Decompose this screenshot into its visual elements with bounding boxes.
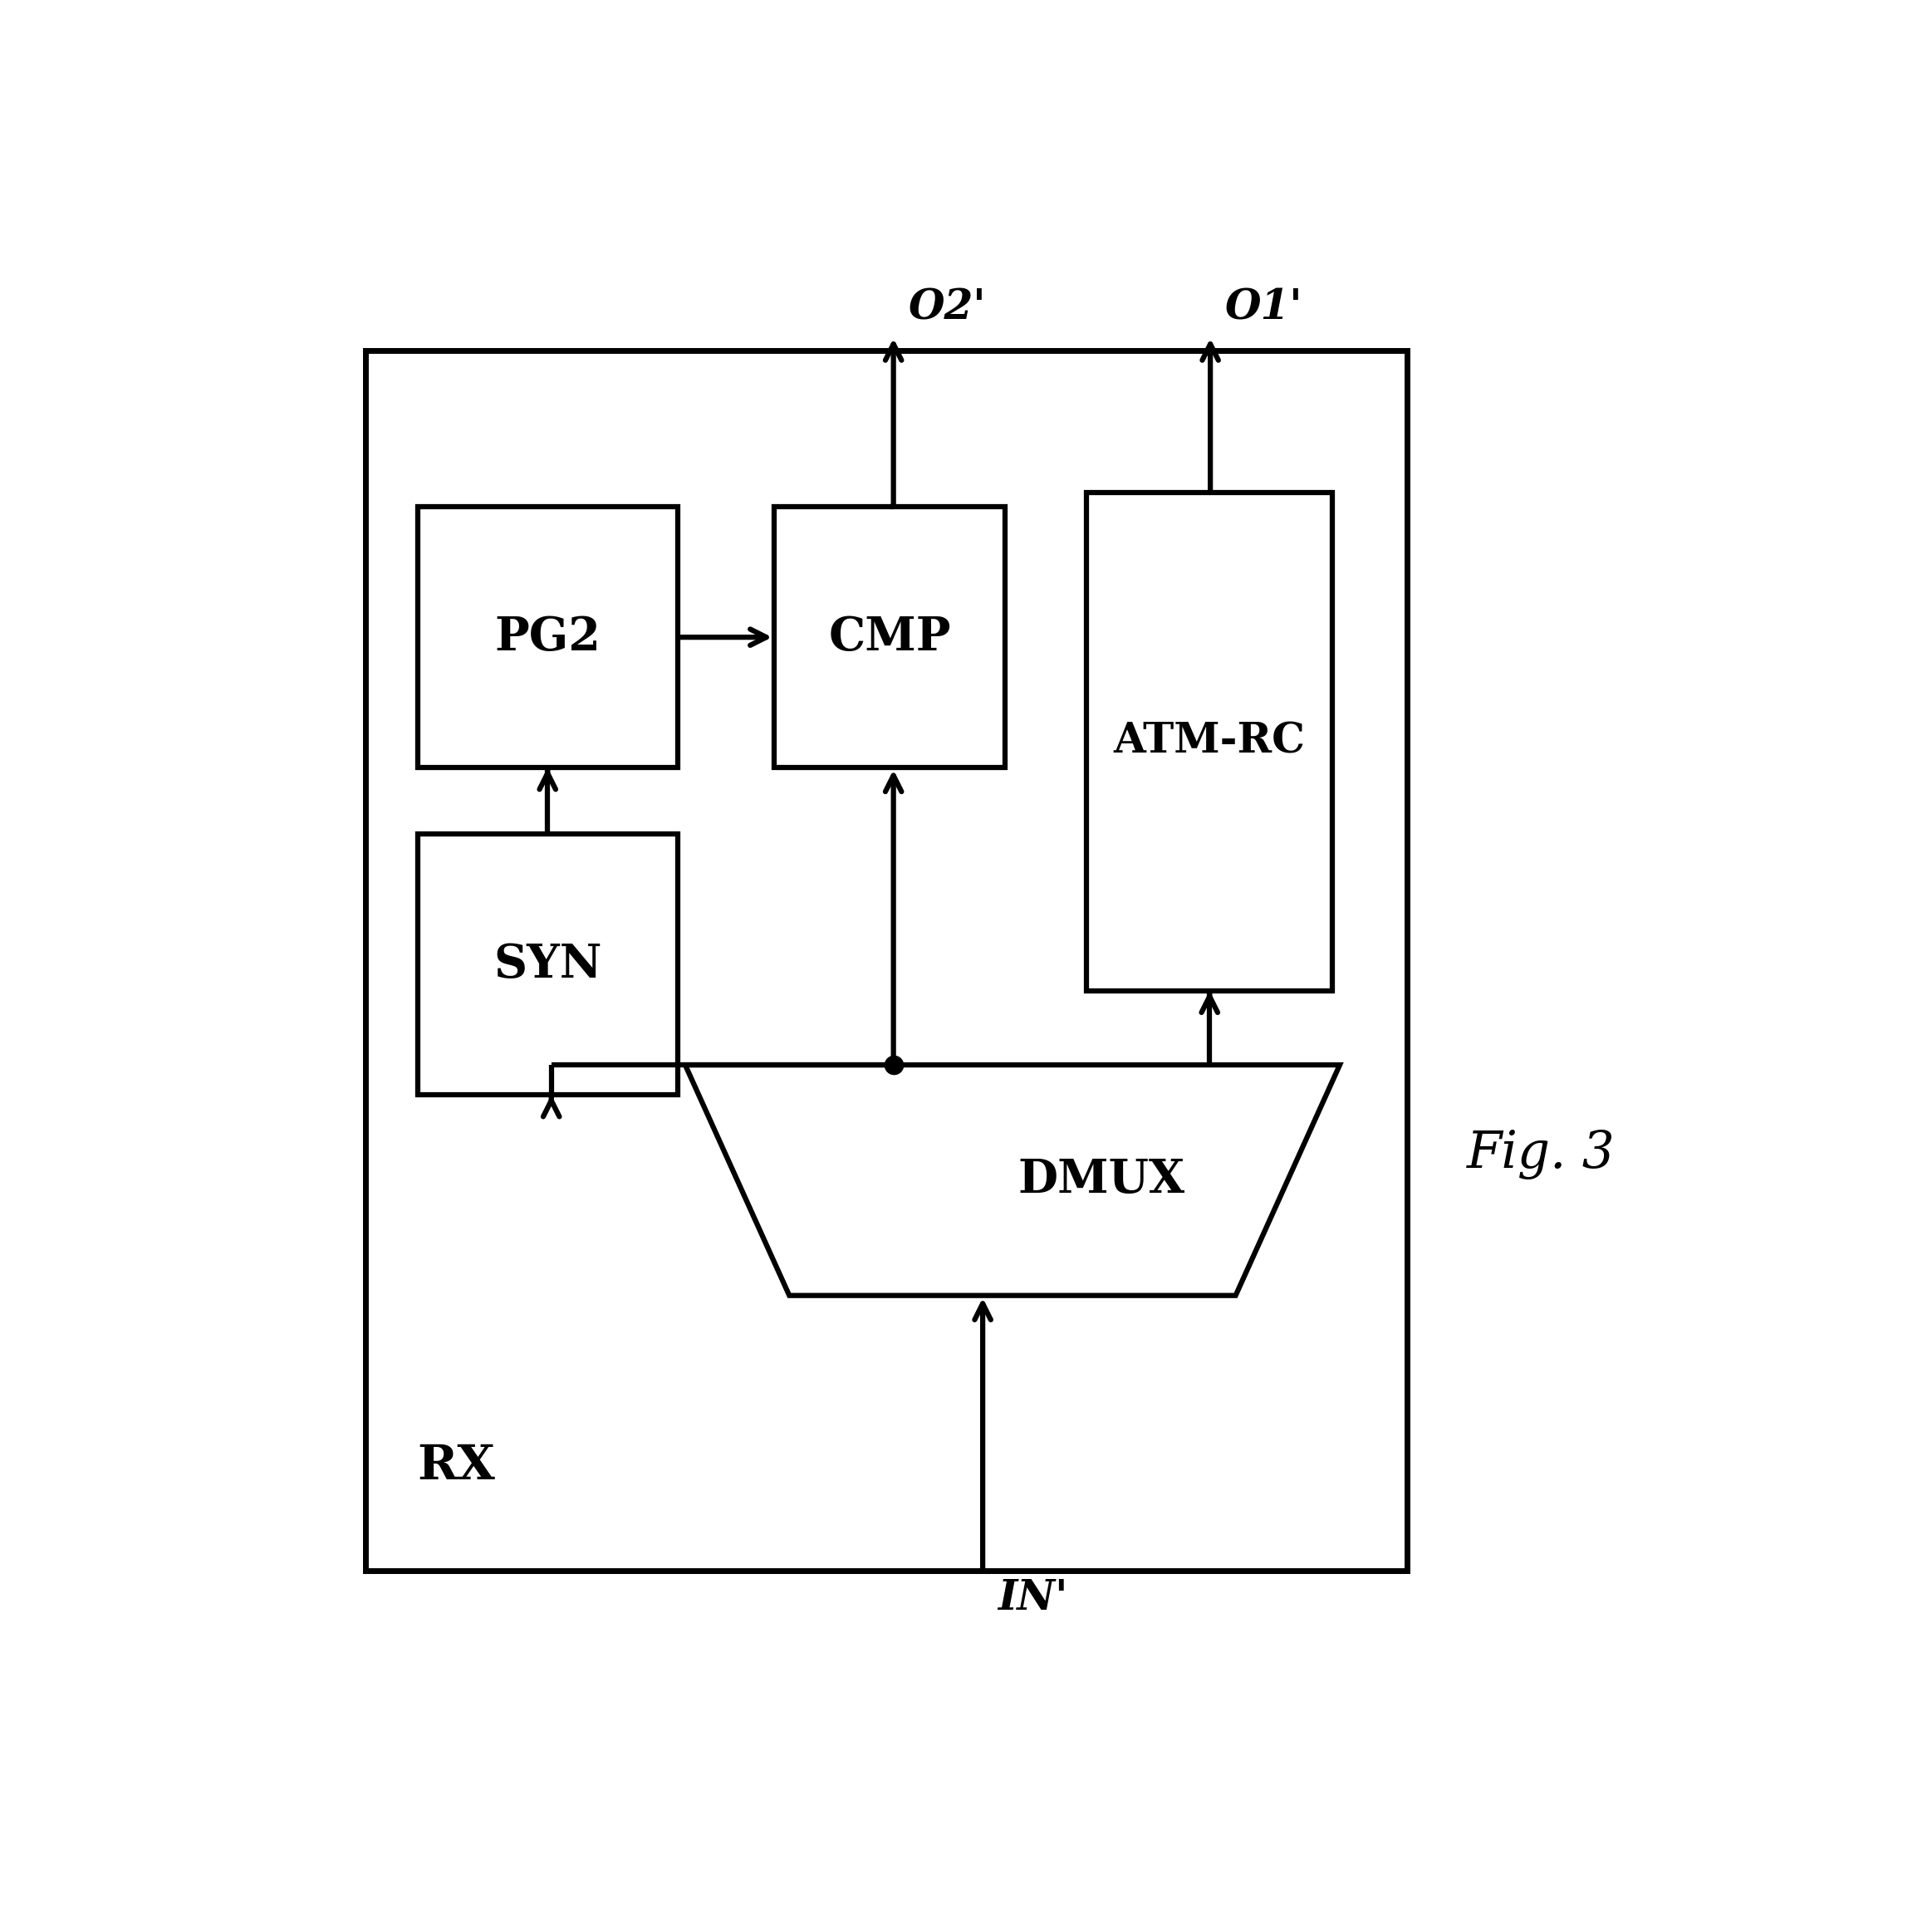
Text: DMUX: DMUX (1018, 1157, 1184, 1204)
Text: O2': O2' (908, 288, 985, 328)
Text: RX: RX (417, 1443, 495, 1490)
Text: O1': O1' (1225, 288, 1302, 328)
Text: CMP: CMP (829, 614, 951, 661)
Text: Fig. 3: Fig. 3 (1466, 1130, 1615, 1179)
Text: PG2: PG2 (495, 614, 601, 661)
Text: SYN: SYN (493, 941, 601, 987)
Bar (417, 835, 678, 1095)
Text: ATM-RC: ATM-RC (1113, 721, 1306, 761)
Text: IN': IN' (997, 1578, 1068, 1619)
Bar (365, 352, 1406, 1571)
Bar (417, 506, 678, 767)
Bar (775, 506, 1005, 767)
Bar (1088, 493, 1333, 991)
Polygon shape (686, 1065, 1339, 1296)
